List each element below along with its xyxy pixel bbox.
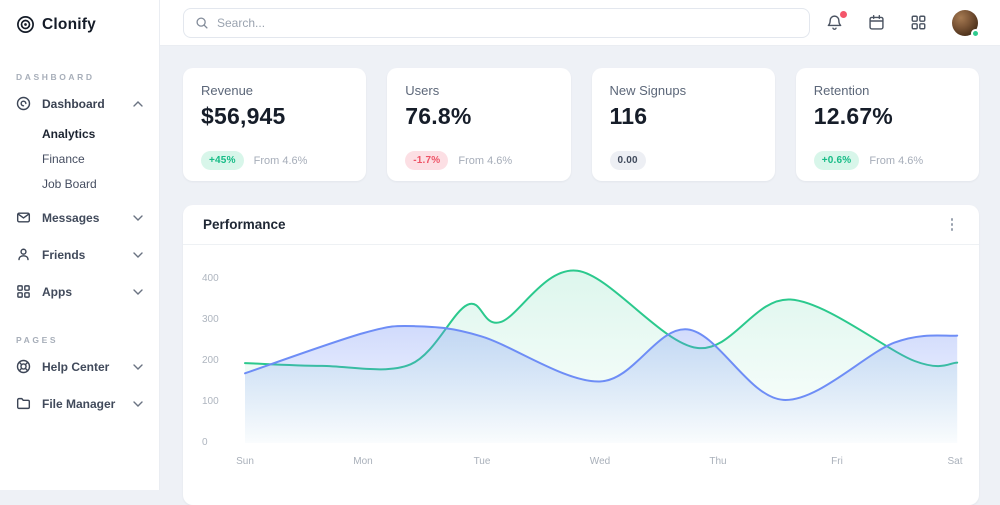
stat-value: 116: [609, 103, 648, 129]
mail-icon: [16, 210, 32, 226]
stat-note: From 4.6%: [253, 154, 308, 167]
trend-badge: +45%: [201, 151, 244, 170]
chevron-down-icon: [133, 363, 143, 370]
topbar-actions: [826, 9, 980, 38]
chevron-down-icon: [133, 288, 143, 295]
x-axis-label: Fri: [831, 456, 843, 467]
sidebar-item-help-center[interactable]: Help Center: [0, 351, 159, 382]
sidebar-item-label: Dashboard: [42, 96, 105, 111]
bell-icon: [827, 14, 842, 30]
grid-icon: [16, 284, 32, 300]
performance-chart: 400 300 200 100 0 Sun Mon Tue Wed Thu Fr…: [183, 245, 979, 504]
chevron-down-icon: [133, 251, 143, 258]
user-icon: [16, 247, 32, 263]
kebab-menu-icon[interactable]: [945, 214, 960, 235]
topbar: [160, 0, 1000, 46]
sidebar-item-file-manager[interactable]: File Manager: [0, 388, 159, 419]
lifebuoy-icon: [16, 359, 32, 375]
calendar-button[interactable]: [868, 14, 885, 31]
sidebar: Clonify DASHBOARD Dashboard Analytics Fi…: [0, 0, 160, 490]
notifications-button[interactable]: [826, 10, 847, 32]
performance-card-header: Performance: [183, 205, 979, 245]
sidebar-item-messages[interactable]: Messages: [0, 202, 159, 233]
section-label-dashboard: DASHBOARD: [16, 72, 95, 82]
stat-value: 76.8%: [405, 103, 472, 129]
apps-grid-icon: [911, 15, 926, 30]
sidebar-item-dashboard[interactable]: Dashboard: [0, 88, 159, 119]
sidebar-item-label: Friends: [42, 247, 86, 262]
y-axis-tick: 300: [202, 314, 219, 325]
disc-icon: [16, 96, 32, 112]
stat-label: Retention: [813, 83, 870, 98]
x-axis-label: Sat: [947, 456, 963, 467]
stat-value: 12.67%: [813, 103, 893, 129]
trend-badge: 0.00: [609, 151, 646, 170]
chevron-down-icon: [133, 400, 143, 407]
sidebar-item-label: Apps: [42, 284, 72, 299]
x-axis-label: Mon: [353, 456, 373, 467]
dashboard-submenu: Analytics Finance Job Board: [0, 119, 159, 202]
area-chart-canvas: [244, 269, 959, 443]
logo-target-rings-icon: [17, 16, 34, 33]
chevron-up-icon: [133, 100, 143, 107]
search-input[interactable]: [217, 15, 798, 30]
x-axis-label: Sun: [236, 456, 254, 467]
stat-label: New Signups: [609, 83, 687, 98]
stat-note: From 4.6%: [869, 154, 924, 167]
x-axis-label: Wed: [589, 456, 611, 467]
folder-icon: [16, 396, 32, 412]
calendar-icon: [869, 14, 884, 30]
stat-card-revenue: Revenue $56,945 +45% From 4.6%: [183, 68, 367, 181]
brand-name: Clonify: [42, 15, 96, 33]
series-blue-line: [244, 324, 959, 401]
user-menu[interactable]: [952, 9, 980, 38]
section-label-pages: PAGES: [16, 335, 59, 345]
subitem-label: Job Board: [42, 176, 97, 191]
subitem-label: Analytics: [42, 126, 96, 141]
stat-card-retention: Retention 12.67% +0.6% From 4.6%: [795, 68, 979, 181]
sidebar-item-label: Messages: [42, 210, 100, 225]
y-axis-tick: 100: [202, 396, 219, 407]
x-axis-label: Thu: [709, 456, 727, 467]
stats-row: Revenue $56,945 +45% From 4.6% Users 76.…: [183, 68, 979, 181]
y-axis-tick: 200: [202, 355, 219, 366]
stat-label: Revenue: [201, 83, 254, 98]
main-content: Revenue $56,945 +45% From 4.6% Users 76.…: [183, 68, 979, 505]
stat-card-new-signups: New Signups 116 0.00: [591, 68, 775, 181]
performance-card: Performance 400 300 200 100: [183, 205, 979, 505]
chart-title: Performance: [203, 217, 286, 232]
trend-badge: +0.6%: [813, 151, 860, 170]
apps-menu-button[interactable]: [910, 14, 927, 31]
notification-dot: [840, 10, 847, 18]
sidebar-subitem-analytics[interactable]: Analytics: [0, 121, 159, 146]
online-status-dot: [971, 28, 980, 38]
stat-value: $56,945: [201, 103, 286, 129]
stat-card-users: Users 76.8% -1.7% From 4.6%: [387, 68, 571, 181]
stat-note: From 4.6%: [458, 154, 513, 167]
chevron-down-icon: [133, 214, 143, 221]
sidebar-item-friends[interactable]: Friends: [0, 239, 159, 270]
sidebar-item-apps[interactable]: Apps: [0, 276, 159, 307]
stat-label: Users: [405, 83, 440, 98]
sidebar-item-label: File Manager: [42, 396, 116, 411]
sidebar-subitem-job-board[interactable]: Job Board: [0, 171, 159, 196]
sidebar-item-label: Help Center: [42, 359, 110, 374]
y-axis-tick: 0: [202, 437, 208, 448]
brand-logo[interactable]: Clonify: [0, 0, 159, 44]
sidebar-subitem-finance[interactable]: Finance: [0, 146, 159, 171]
trend-badge: -1.7%: [405, 151, 449, 170]
search-icon: [196, 16, 208, 29]
search-box[interactable]: [183, 7, 810, 38]
y-axis-tick: 400: [202, 273, 219, 284]
x-axis-label: Tue: [473, 456, 491, 467]
series-blue-area: [245, 325, 958, 443]
subitem-label: Finance: [42, 151, 85, 166]
